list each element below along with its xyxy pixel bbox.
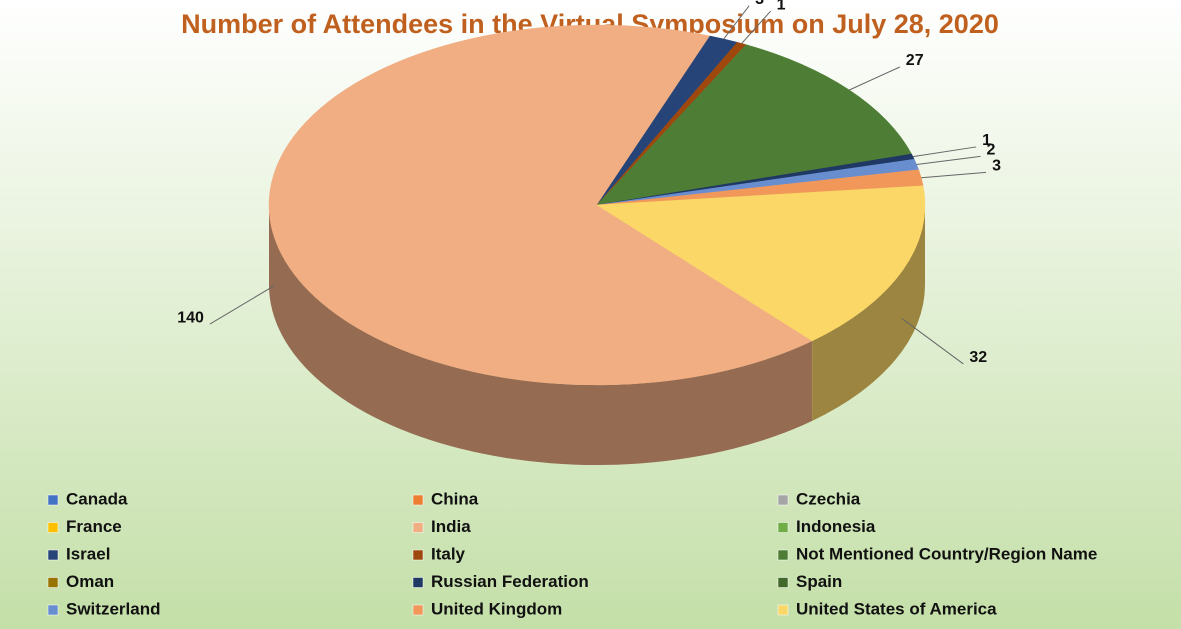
pie-side — [812, 205, 925, 421]
leader-line — [741, 10, 772, 44]
leader-line — [209, 285, 275, 325]
legend-label: United States of America — [796, 599, 997, 618]
legend-label: Italy — [431, 544, 466, 563]
legend-swatch — [777, 494, 789, 506]
data-label: 3 — [992, 158, 1001, 175]
leader-line — [912, 146, 977, 158]
legend-swatch — [412, 577, 424, 588]
data-label: 2 — [986, 142, 995, 159]
legend-swatch — [777, 577, 789, 588]
legend-swatch — [412, 604, 424, 616]
leader-line — [849, 66, 901, 91]
leader-line — [902, 318, 964, 365]
legend-label: Israel — [66, 544, 110, 563]
legend-label: Czechia — [796, 489, 861, 508]
data-label: 32 — [969, 349, 987, 366]
data-label: 3 — [755, 0, 764, 8]
pie-slice — [596, 185, 926, 342]
pie-tops — [268, 24, 926, 386]
data-label: 1 — [982, 132, 991, 149]
legend-swatch — [47, 494, 59, 506]
legend-label: Russian Federation — [431, 572, 589, 591]
legend-swatch — [47, 604, 59, 616]
legend-swatch — [777, 522, 789, 533]
legend-swatch — [412, 549, 424, 561]
legend-label: Canada — [66, 489, 128, 508]
legend-label: Spain — [796, 572, 842, 591]
legend-label: China — [431, 489, 479, 508]
legend-swatch — [777, 604, 789, 616]
data-labels: 140312712332 — [177, 0, 1001, 366]
legend-label: India — [431, 517, 471, 536]
leader-line — [916, 155, 981, 165]
legend-swatch — [412, 494, 424, 506]
data-label: 140 — [177, 309, 204, 326]
legend-label: Switzerland — [66, 599, 160, 618]
legend-swatch — [47, 522, 59, 533]
legend: Canada China Czechia France India Indonesia Is… — [47, 489, 1097, 618]
legend-swatch — [47, 577, 59, 588]
legend-label: Oman — [66, 572, 114, 591]
pie-slice — [268, 24, 813, 386]
legend-label: United Kingdom — [431, 599, 562, 618]
data-label: 1 — [777, 0, 786, 13]
leader-line — [723, 5, 750, 40]
legend-swatch — [412, 522, 424, 533]
legend-label: France — [66, 517, 122, 536]
pie-sides — [268, 205, 925, 466]
legend-label: Indonesia — [796, 517, 876, 536]
legend-label: Not Mentioned Country/Region Name — [796, 544, 1097, 563]
pie-side — [268, 205, 813, 466]
legend-swatch — [47, 549, 59, 561]
leader-line — [921, 171, 987, 179]
data-label: 27 — [906, 52, 924, 69]
legend-swatch — [777, 549, 789, 561]
pie: 140312712332 — [177, 0, 1001, 466]
